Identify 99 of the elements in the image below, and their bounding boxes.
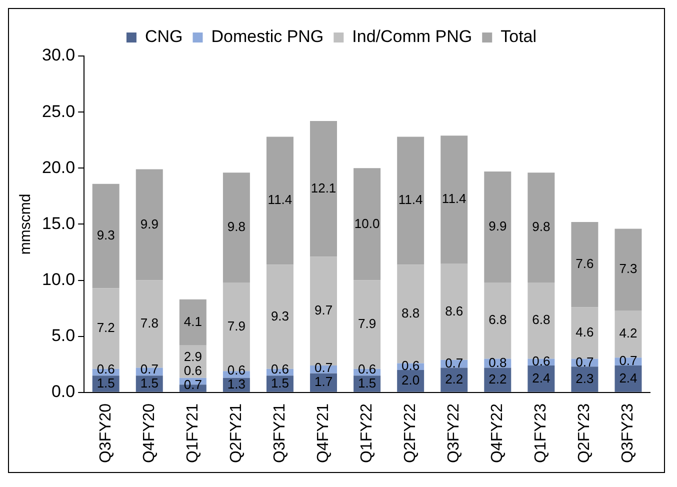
bar xyxy=(528,172,555,283)
bar xyxy=(136,169,163,280)
x-tick-label: Q4FY22 xyxy=(489,403,506,464)
x-tick-label: Q3FY23 xyxy=(620,403,637,464)
data-label: 2.0 xyxy=(402,372,420,388)
y-tick-label: 20.0 xyxy=(42,158,76,177)
data-label: 6.8 xyxy=(488,312,507,328)
data-label: 7.8 xyxy=(140,316,158,331)
bar xyxy=(266,136,294,265)
data-label: 0.7 xyxy=(140,361,158,376)
bar xyxy=(614,366,642,392)
x-tick-label: Q3FY21 xyxy=(271,403,288,464)
data-label: 0.7 xyxy=(184,376,202,392)
data-label: 9.7 xyxy=(314,302,333,318)
x-tick-label: Q3FY22 xyxy=(446,403,463,464)
bar xyxy=(440,368,468,392)
data-label: 8.8 xyxy=(402,305,420,320)
data-label: 7.6 xyxy=(576,256,594,272)
data-label: 4.1 xyxy=(184,314,202,329)
data-label: 1.5 xyxy=(96,375,115,390)
y-tick-label: 5.0 xyxy=(51,326,76,346)
data-label: 10.0 xyxy=(354,216,380,231)
x-tick-label: Q2FY22 xyxy=(402,403,419,464)
data-label: 2.4 xyxy=(532,370,550,386)
data-label: 0.6 xyxy=(402,358,420,374)
y-tick-label: 15.0 xyxy=(42,214,76,233)
data-label: 7.2 xyxy=(96,320,115,336)
x-tick-label: Q2FY23 xyxy=(576,403,594,464)
data-label: 0.6 xyxy=(184,362,202,378)
x-tick-label: Q2FY21 xyxy=(228,403,245,464)
bar xyxy=(222,172,250,283)
data-label: 9.9 xyxy=(488,218,507,234)
y-tick-label: 0.0 xyxy=(51,382,76,402)
legend-label: Ind/Comm PNG xyxy=(352,27,472,46)
x-tick-label: Q3FY20 xyxy=(97,403,114,464)
data-label: 0.6 xyxy=(358,361,376,376)
bar xyxy=(440,263,468,360)
data-label: 9.3 xyxy=(96,228,115,243)
data-label: 2.2 xyxy=(488,371,507,386)
legend-label: Domestic PNG xyxy=(211,27,324,46)
bar xyxy=(179,299,206,346)
data-label: 0.7 xyxy=(619,353,638,368)
data-label: 7.3 xyxy=(619,261,638,276)
data-label: 4.6 xyxy=(576,324,594,340)
data-label: 12.1 xyxy=(310,180,336,196)
bar xyxy=(571,307,598,359)
data-label: 8.6 xyxy=(445,303,464,318)
data-label: 7.9 xyxy=(358,316,376,332)
bar xyxy=(440,136,468,264)
data-label: 2.3 xyxy=(576,370,594,386)
data-label: 0.7 xyxy=(445,355,464,370)
data-label: 4.2 xyxy=(619,326,638,341)
data-label: 0.6 xyxy=(270,361,290,376)
y-tick-label: 10.0 xyxy=(42,270,76,289)
x-tick-label: Q1FY21 xyxy=(184,403,202,464)
data-label: 6.8 xyxy=(532,312,550,328)
bar xyxy=(571,222,598,308)
data-label: 2.9 xyxy=(184,348,202,364)
data-label: 1.5 xyxy=(358,375,376,390)
data-label: 0.6 xyxy=(96,361,115,376)
bar xyxy=(484,172,512,283)
data-label: 0.7 xyxy=(576,354,594,370)
bar xyxy=(484,368,512,392)
bar xyxy=(310,373,338,392)
data-label: 9.8 xyxy=(532,219,550,234)
data-label: 9.9 xyxy=(140,216,158,232)
data-label: 1.3 xyxy=(227,376,246,392)
data-label: 0.6 xyxy=(532,354,550,369)
bar xyxy=(354,168,381,280)
data-label: 11.4 xyxy=(268,192,292,208)
x-tick-label: Q4FY20 xyxy=(140,403,158,464)
bar xyxy=(571,366,598,392)
data-label: 0.7 xyxy=(314,360,333,376)
bar xyxy=(92,184,120,288)
y-axis-title: mmscmd xyxy=(17,194,34,255)
y-tick-label: 30.0 xyxy=(42,46,76,65)
x-tick-label: Q1FY23 xyxy=(532,403,550,464)
bar xyxy=(484,282,512,359)
bar xyxy=(397,136,424,265)
data-label: 2.2 xyxy=(445,371,464,386)
data-label: 0.6 xyxy=(227,362,246,378)
data-label: 9.3 xyxy=(270,308,290,324)
data-label: 7.9 xyxy=(227,318,246,334)
data-label: 9.8 xyxy=(227,219,246,234)
data-label: 1.7 xyxy=(314,374,333,390)
bar xyxy=(310,121,338,257)
legend-label: Total xyxy=(500,27,537,46)
bar xyxy=(528,366,555,392)
x-tick-label: Q4FY21 xyxy=(314,403,332,464)
y-tick-label: 25.0 xyxy=(42,102,76,121)
data-label: 11.4 xyxy=(442,191,466,206)
data-label: 1.5 xyxy=(140,375,158,390)
legend-label: CNG xyxy=(144,27,183,46)
data-label: 0.8 xyxy=(488,354,507,370)
bar xyxy=(614,228,642,311)
data-label: 11.4 xyxy=(398,192,423,208)
data-label: 1.5 xyxy=(270,375,290,390)
data-label: 2.4 xyxy=(619,370,638,386)
x-tick-label: Q1FY22 xyxy=(358,403,376,464)
